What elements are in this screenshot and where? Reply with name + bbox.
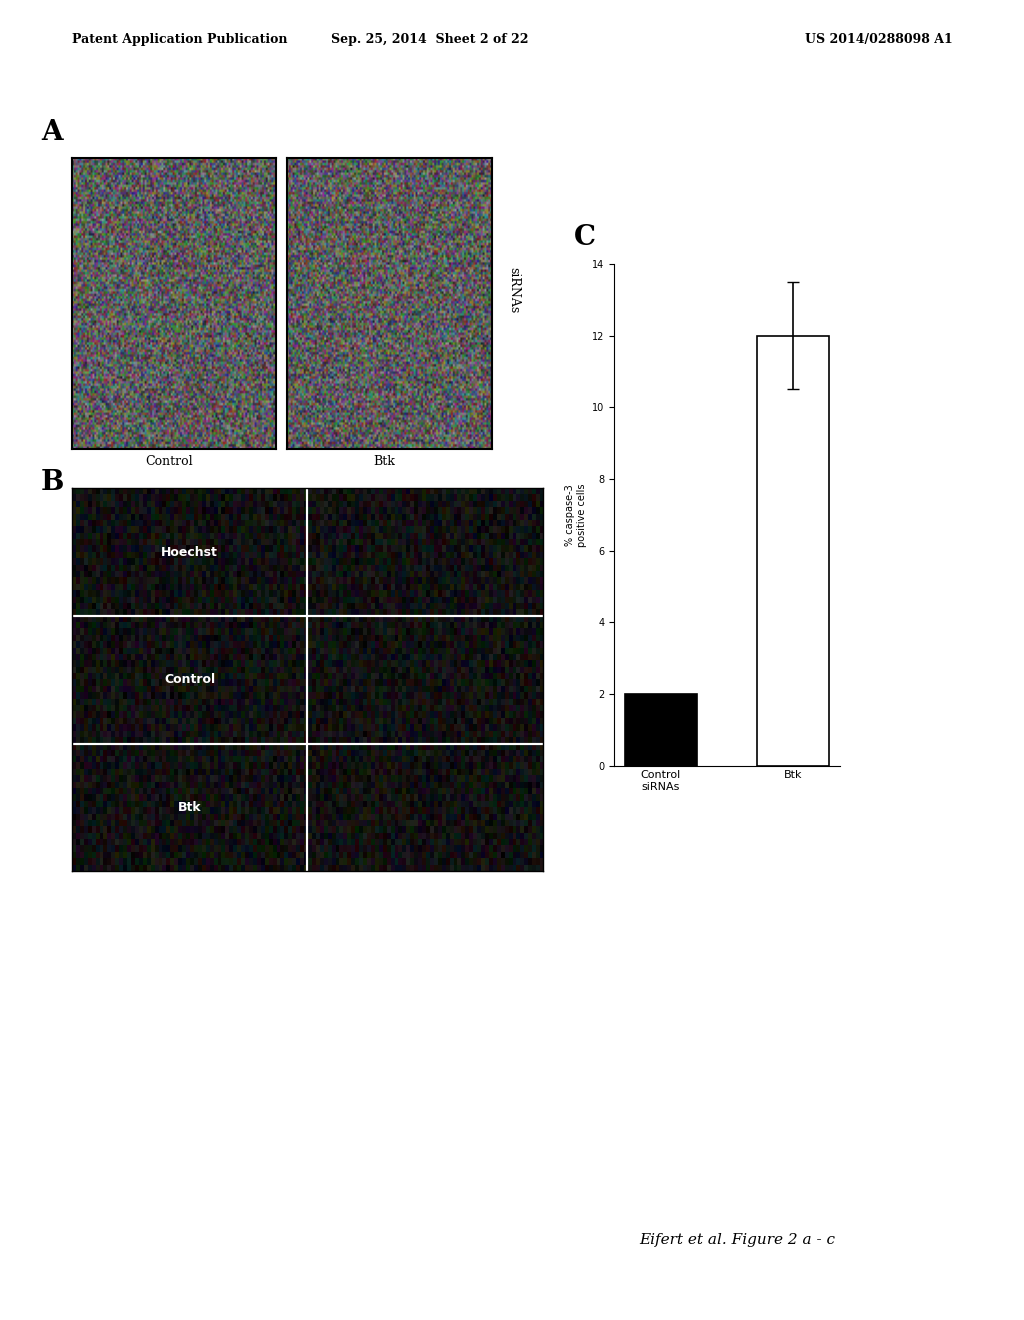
Text: Control: Control [145,455,193,469]
Text: C: C [573,224,595,251]
Y-axis label: % caspase-3
positive cells: % caspase-3 positive cells [565,483,587,546]
Bar [625,694,697,766]
Text: Btk: Btk [373,455,395,469]
Text: Btk: Btk [177,801,202,814]
Text: B: B [41,469,65,495]
Text: Hoechst: Hoechst [161,545,218,558]
Text: US 2014/0288098 A1: US 2014/0288098 A1 [805,33,952,46]
Bar [757,335,829,766]
Text: Sep. 25, 2014  Sheet 2 of 22: Sep. 25, 2014 Sheet 2 of 22 [332,33,528,46]
Text: Control: Control [164,673,215,686]
Text: A: A [41,119,62,145]
Text: Patent Application Publication: Patent Application Publication [72,33,287,46]
Text: siRNAs: siRNAs [507,267,520,314]
Text: Eifert et al. Figure 2 a - c: Eifert et al. Figure 2 a - c [639,1233,836,1247]
